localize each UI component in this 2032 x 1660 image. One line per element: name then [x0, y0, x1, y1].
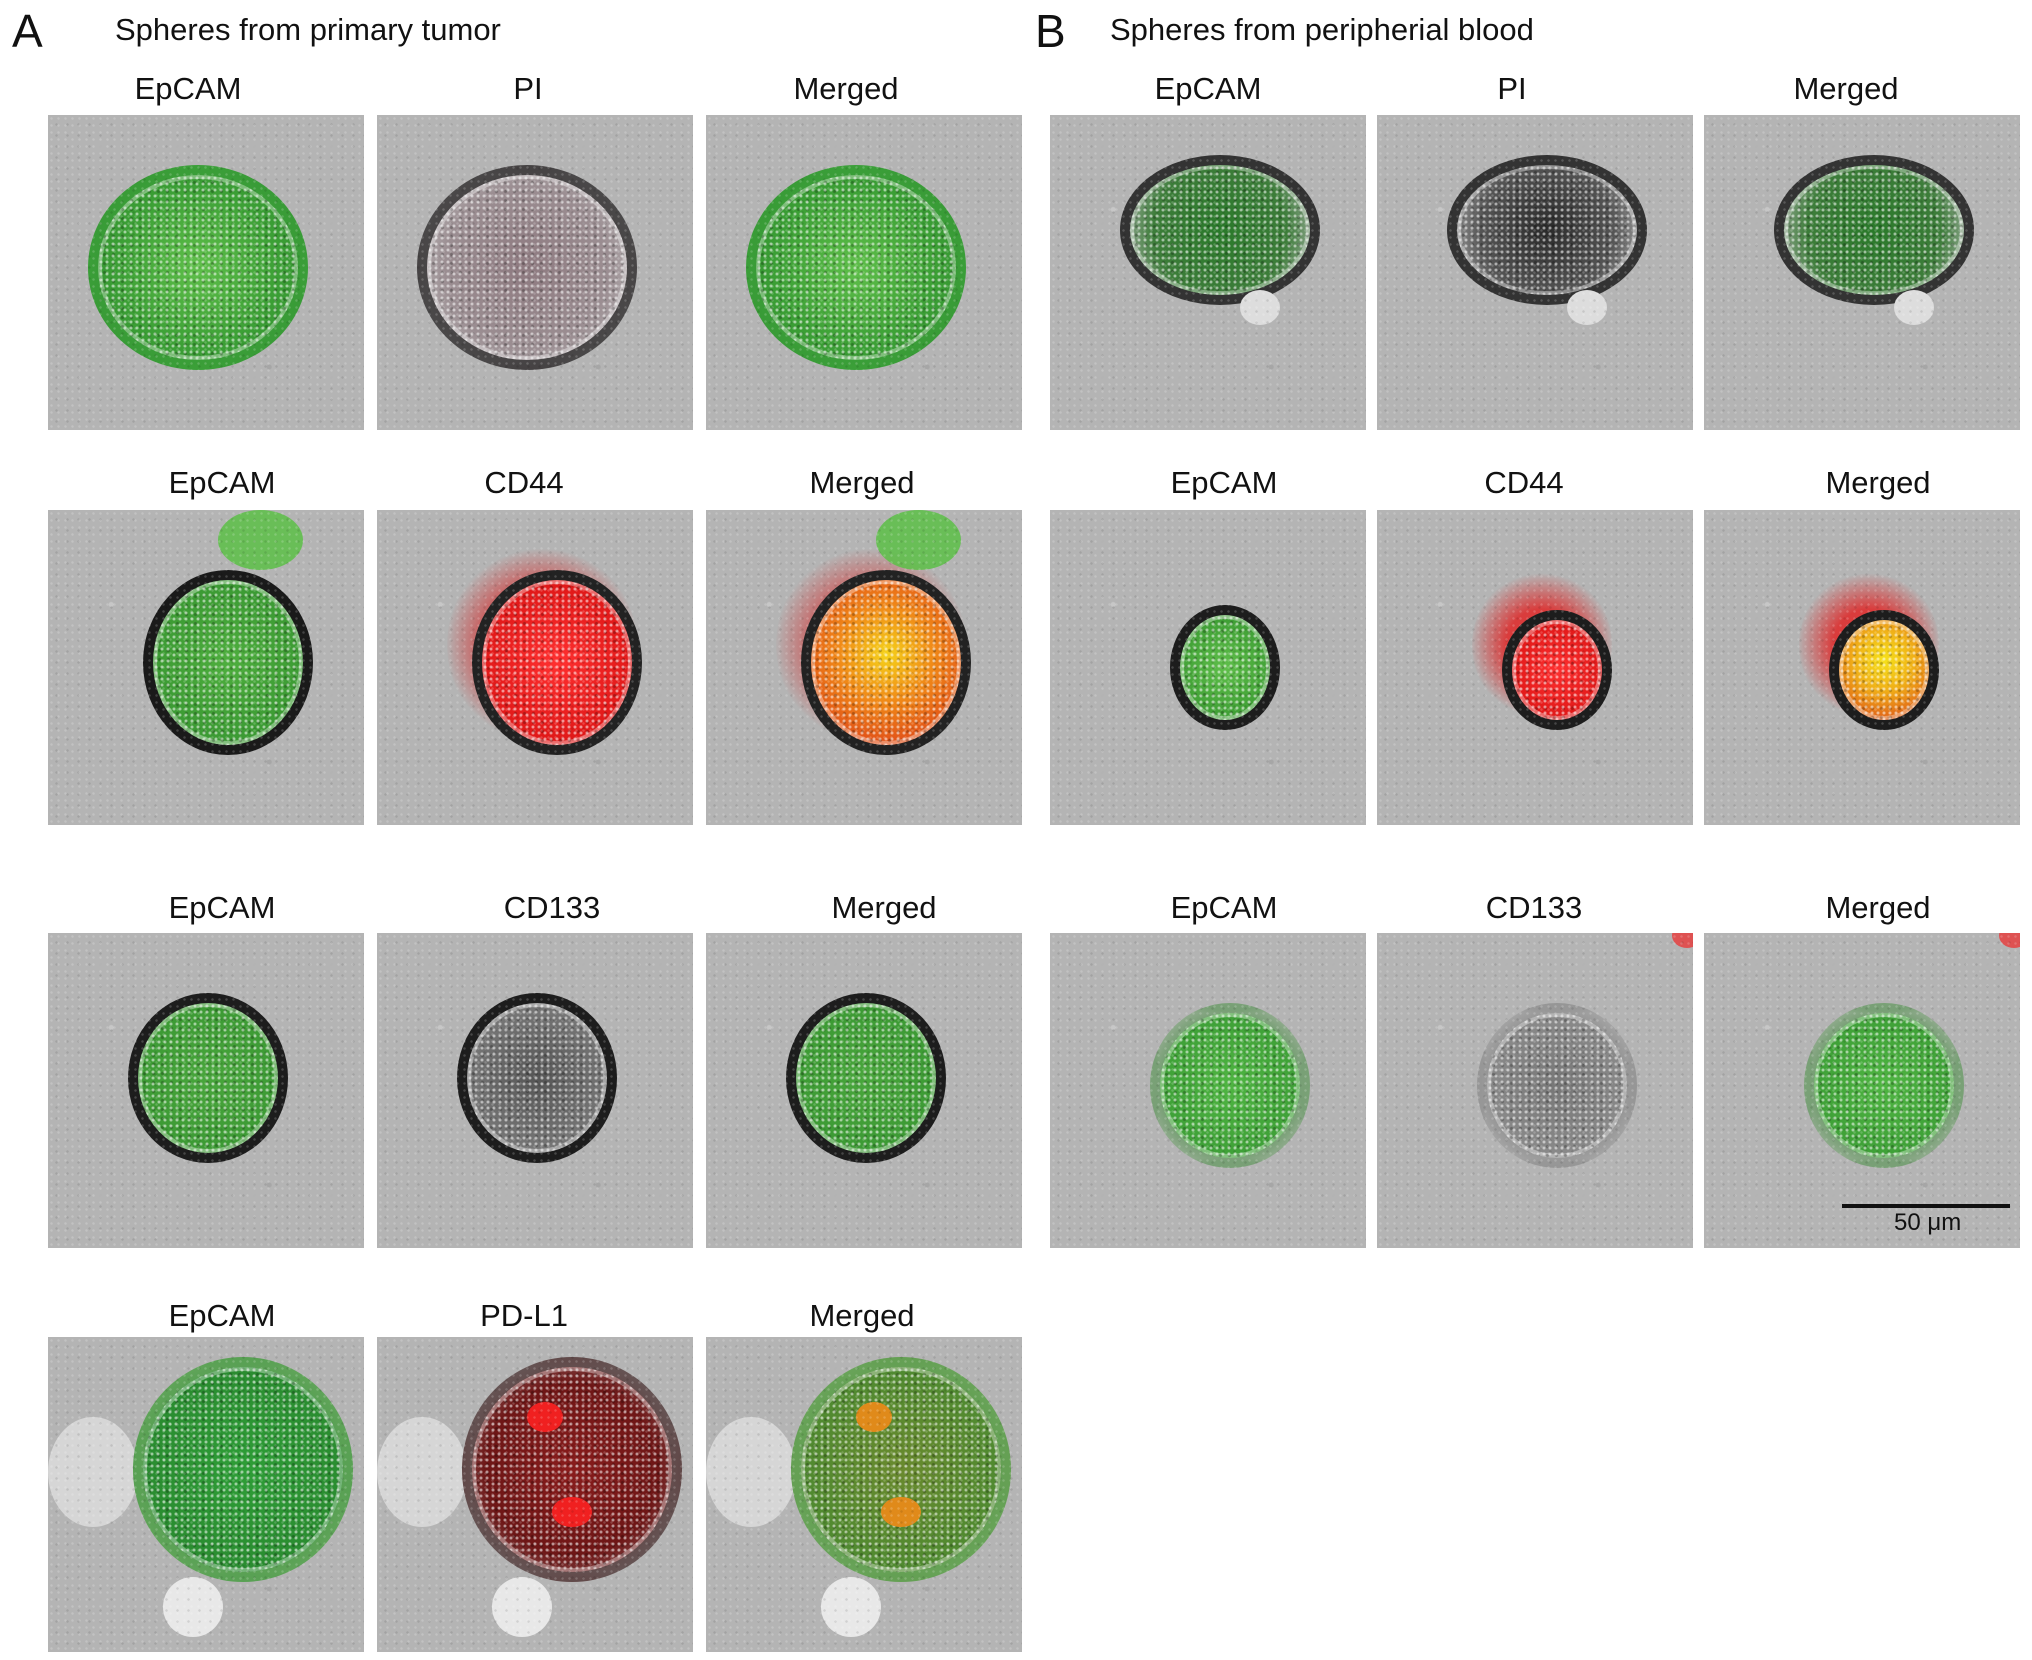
micrograph-a1-epcam [48, 115, 364, 430]
panel-b-letter: B [1035, 5, 1066, 57]
panel-b-row2-label-3: Merged [1825, 465, 1931, 500]
micrograph-b1-pi [1377, 115, 1693, 430]
micrograph-a4-pdl1 [377, 1337, 693, 1652]
panel-a-row2-label-1: EpCAM [168, 465, 276, 500]
panel-a-row2-label-2: CD44 [484, 465, 564, 500]
micrograph-a4-merged [706, 1337, 1022, 1652]
panel-a-row1-label-1: EpCAM [134, 71, 242, 106]
panel-a-row3-label-2: CD133 [503, 890, 601, 925]
panel-b-row3-label-1: EpCAM [1170, 890, 1278, 925]
panel-a-row4-label-3: Merged [809, 1298, 915, 1333]
panel-b-row2-label-1: EpCAM [1170, 465, 1278, 500]
scale-bar [1842, 1204, 2010, 1208]
micrograph-a3-epcam [48, 933, 364, 1248]
panel-b-row3-label-3: Merged [1825, 890, 1931, 925]
panel-b-title: Spheres from peripherial blood [1110, 12, 1534, 47]
micrograph-a2-merged [706, 510, 1022, 825]
micrograph-a2-cd44 [377, 510, 693, 825]
micrograph-b2-merged [1704, 510, 2020, 825]
micrograph-a1-pi [377, 115, 693, 430]
micrograph-b1-epcam [1050, 115, 1366, 430]
panel-b-row2-label-2: CD44 [1484, 465, 1564, 500]
panel-a-row1-label-2: PI [513, 71, 543, 106]
micrograph-b2-epcam [1050, 510, 1366, 825]
panel-b-row1-label-1: EpCAM [1154, 71, 1262, 106]
micrograph-a4-epcam [48, 1337, 364, 1652]
panel-a-letter: A [12, 5, 43, 57]
panel-a-row4-label-1: EpCAM [168, 1298, 276, 1333]
micrograph-a3-merged [706, 933, 1022, 1248]
panel-a-row3-label-3: Merged [831, 890, 937, 925]
micrograph-b3-cd133 [1377, 933, 1693, 1248]
panel-b-row3-label-2: CD133 [1485, 890, 1583, 925]
panel-a-row2-label-3: Merged [809, 465, 915, 500]
micrograph-a2-epcam [48, 510, 364, 825]
panel-a-row4-label-2: PD-L1 [480, 1298, 568, 1333]
panel-a-row1-label-3: Merged [793, 71, 899, 106]
micrograph-b3-merged [1704, 933, 2020, 1248]
panel-b-row1-label-3: Merged [1793, 71, 1899, 106]
micrograph-b2-cd44 [1377, 510, 1693, 825]
panel-a-row3-label-1: EpCAM [168, 890, 276, 925]
micrograph-b1-merged [1704, 115, 2020, 430]
micrograph-b3-epcam [1050, 933, 1366, 1248]
panel-b-row1-label-2: PI [1497, 71, 1527, 106]
panel-a-title: Spheres from primary tumor [115, 12, 501, 47]
micrograph-a1-merged [706, 115, 1022, 430]
scale-bar-label: 50 μm [1894, 1209, 1962, 1236]
micrograph-a3-cd133 [377, 933, 693, 1248]
